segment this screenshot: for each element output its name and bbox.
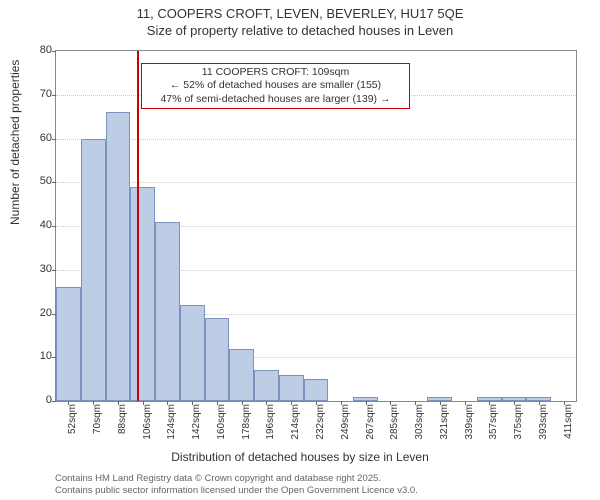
xtick-label: 285sqm — [389, 404, 400, 440]
footer-line-1: Contains HM Land Registry data © Crown c… — [55, 473, 418, 484]
ytick-mark — [52, 270, 56, 271]
xtick-label: 214sqm — [290, 404, 301, 440]
histogram-bar — [279, 375, 304, 401]
xtick-label: 375sqm — [513, 404, 524, 440]
grid-line — [56, 139, 576, 140]
footer-line-2: Contains public sector information licen… — [55, 485, 418, 496]
ytick-mark — [52, 139, 56, 140]
xtick-label: 393sqm — [538, 404, 549, 440]
xtick-label: 52sqm — [67, 404, 78, 434]
xtick-label: 249sqm — [340, 404, 351, 440]
histogram-bar — [106, 112, 131, 401]
ytick-label: 40 — [40, 219, 52, 231]
xtick-label: 70sqm — [92, 404, 103, 434]
ytick-label: 20 — [40, 307, 52, 319]
annotation-line: 47% of semi-detached houses are larger (… — [148, 93, 403, 106]
xtick-label: 411sqm — [563, 404, 574, 439]
histogram-bar — [155, 222, 180, 401]
annotation-line: ← 52% of detached houses are smaller (15… — [148, 79, 403, 92]
xtick-label: 142sqm — [191, 404, 202, 440]
chart-container: 11, COOPERS CROFT, LEVEN, BEVERLEY, HU17… — [0, 0, 600, 500]
grid-line — [56, 182, 576, 183]
xtick-label: 303sqm — [414, 404, 425, 440]
ytick-label: 10 — [40, 350, 52, 362]
xtick-label: 124sqm — [166, 404, 177, 440]
ytick-label: 50 — [40, 175, 52, 187]
histogram-bar — [56, 287, 81, 401]
plot-area: 11 COOPERS CROFT: 109sqm← 52% of detache… — [55, 50, 577, 402]
ytick-mark — [52, 182, 56, 183]
reference-line — [137, 51, 139, 401]
histogram-bar — [130, 187, 155, 401]
ytick-label: 70 — [40, 88, 52, 100]
xtick-label: 321sqm — [439, 404, 450, 440]
annotation-box: 11 COOPERS CROFT: 109sqm← 52% of detache… — [141, 63, 410, 108]
xtick-label: 196sqm — [265, 404, 276, 440]
ytick-mark — [52, 226, 56, 227]
histogram-bar — [304, 379, 329, 401]
ytick-label: 30 — [40, 263, 52, 275]
annotation-line: 11 COOPERS CROFT: 109sqm — [148, 66, 403, 79]
xtick-label: 178sqm — [241, 404, 252, 440]
ytick-mark — [52, 51, 56, 52]
xtick-label: 88sqm — [117, 404, 128, 434]
xtick-label: 232sqm — [315, 404, 326, 440]
title-line-2: Size of property relative to detached ho… — [0, 23, 600, 40]
xtick-label: 160sqm — [216, 404, 227, 440]
histogram-bar — [180, 305, 205, 401]
xtick-label: 106sqm — [142, 404, 153, 440]
y-axis-label: Number of detached properties — [8, 60, 22, 225]
histogram-bar — [81, 139, 106, 402]
title-line-1: 11, COOPERS CROFT, LEVEN, BEVERLEY, HU17… — [0, 6, 600, 23]
xtick-label: 267sqm — [365, 404, 376, 440]
histogram-bar — [254, 370, 279, 401]
xtick-label: 339sqm — [464, 404, 475, 440]
chart-title-block: 11, COOPERS CROFT, LEVEN, BEVERLEY, HU17… — [0, 0, 600, 40]
ytick-label: 80 — [40, 44, 52, 56]
histogram-bar — [229, 349, 254, 402]
ytick-mark — [52, 95, 56, 96]
x-axis-label: Distribution of detached houses by size … — [0, 450, 600, 464]
xtick-label: 357sqm — [488, 404, 499, 440]
histogram-bar — [205, 318, 230, 401]
ytick-mark — [52, 401, 56, 402]
ytick-label: 60 — [40, 132, 52, 144]
footer-attribution: Contains HM Land Registry data © Crown c… — [55, 473, 418, 496]
ytick-label: 0 — [46, 394, 52, 406]
